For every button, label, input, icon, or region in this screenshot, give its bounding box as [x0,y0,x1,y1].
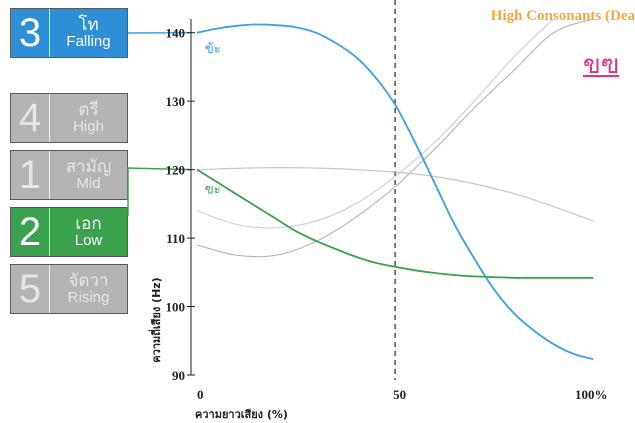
series-line-low [196,168,594,279]
tone-number: 4 [11,94,50,142]
y-tick-label: 140 [166,26,186,41]
tone-name-english: Rising [67,289,110,307]
tone-number: 2 [11,208,50,256]
tone-name-thai: เอก [75,214,102,234]
tone-name-thai: จัตวา [68,271,109,291]
tone-box-falling[interactable]: 3 โท Falling [10,8,128,58]
series-line-mid [196,166,594,222]
x-tick-label: 100% [575,387,608,402]
tone-box-rising[interactable]: 5 จัตวา Rising [10,264,128,314]
series-label: ข้ะ [205,42,221,57]
chart-title: High Consonants (Dea [490,8,635,24]
series-line-high [196,18,594,258]
tone-name-thai: โท [78,15,99,35]
tone-number: 5 [11,265,50,313]
tone-box-high[interactable]: 4 ตรี High [10,93,128,143]
series-label: ขะ [205,183,221,198]
tone-box-low[interactable]: 2 เอก Low [10,207,128,257]
tone-name-english: Mid [76,175,101,193]
tone-name-thai: ตรี [78,100,99,120]
y-tick-label: 90 [172,368,185,383]
x-axis-title: ความยาวเสียง (%) [195,408,288,421]
x-tick-label: 0 [197,387,204,402]
connector-low [127,167,192,216]
y-axis-title: ความถี่เสียง (Hz) [148,277,163,362]
x-tick-label: 50 [393,387,406,402]
tone-number: 1 [11,151,50,199]
tone-name-thai: สามัญ [65,157,112,177]
tone-name-english: High [73,118,104,136]
tone-name-english: Low [74,232,103,250]
series-line-rising [196,18,555,229]
y-tick-label: 100 [166,300,186,315]
tone-name-english: Falling [66,33,111,51]
syllable-label: ขฃ [583,49,620,79]
y-tick-label: 110 [166,231,185,246]
y-tick-label: 130 [166,94,186,109]
y-tick-label: 120 [166,163,186,178]
tone-number: 3 [11,9,50,57]
series-line-falling [196,23,594,361]
